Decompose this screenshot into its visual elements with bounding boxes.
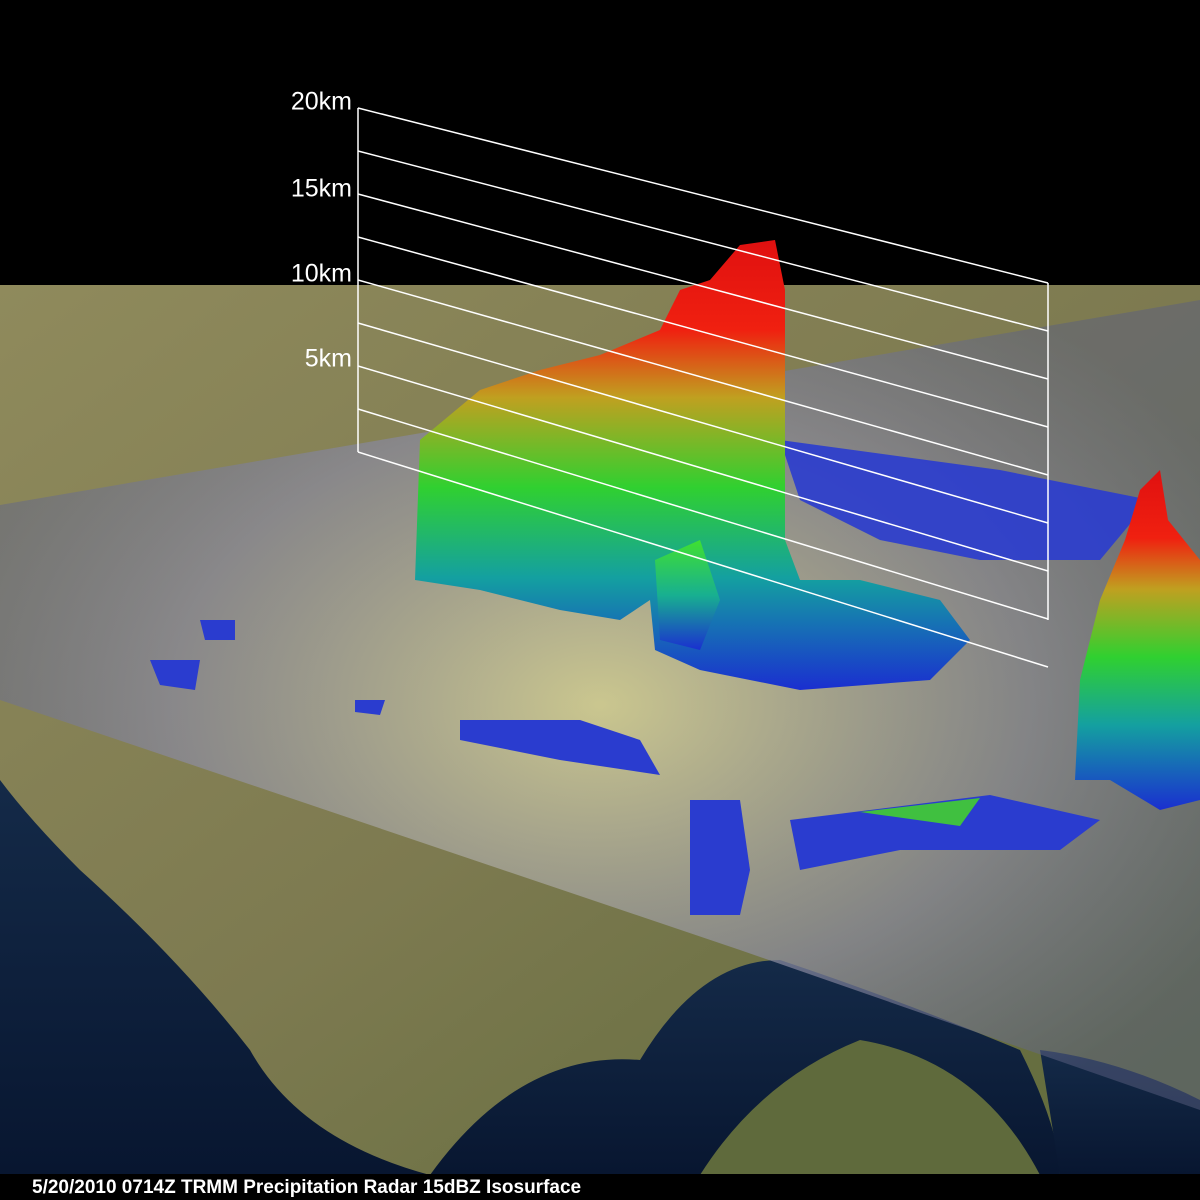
grid-line (357, 193, 1049, 380)
grid-line (357, 150, 1049, 332)
height-label: 10km (291, 260, 352, 288)
grid-line (357, 236, 1049, 428)
grid-line (357, 279, 1049, 476)
height-grid (357, 107, 1049, 668)
height-label: 5km (305, 345, 352, 373)
sea-west (0, 780, 430, 1175)
sea-east (1040, 1050, 1200, 1175)
caption: 5/20/2010 0714Z TRMM Precipitation Radar… (32, 1177, 581, 1198)
grid-line (357, 322, 1049, 524)
grid-line (357, 408, 1049, 620)
height-label: 20km (291, 88, 352, 116)
caption-bar (0, 1174, 1200, 1200)
rain-patches (150, 440, 1150, 915)
grid-line (357, 107, 1049, 284)
grid-line (357, 365, 1049, 572)
grid-line (357, 451, 1049, 668)
height-label: 15km (291, 175, 352, 203)
island (700, 1040, 1040, 1175)
